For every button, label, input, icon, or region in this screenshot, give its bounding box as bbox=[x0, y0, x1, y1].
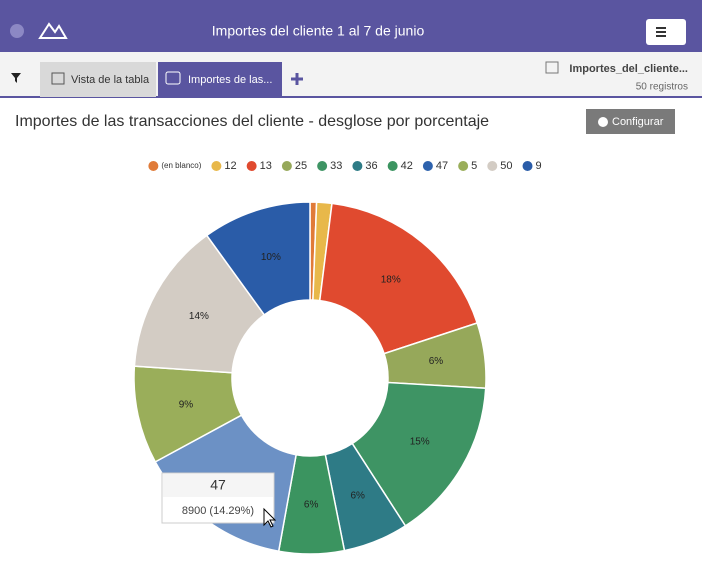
add-tab[interactable] bbox=[291, 73, 303, 85]
slice-label: 6% bbox=[429, 356, 444, 367]
tooltip-title: 47 bbox=[210, 477, 226, 493]
legend-label: 9 bbox=[536, 160, 542, 172]
source-name: Importes_del_cliente... bbox=[569, 63, 688, 75]
chart-title: Importes de las transacciones del client… bbox=[15, 113, 489, 130]
legend-swatch bbox=[281, 161, 292, 171]
legend-label: 42 bbox=[401, 160, 413, 172]
legend-swatch bbox=[387, 161, 398, 171]
legend-item: (en blanco) bbox=[148, 161, 202, 171]
legend-swatch bbox=[422, 161, 433, 171]
legend-label: 12 bbox=[224, 160, 236, 172]
legend-label: 50 bbox=[500, 160, 512, 172]
configure-label: Configurar bbox=[612, 116, 664, 128]
tooltip-head bbox=[163, 474, 273, 497]
header-title: Importes del cliente 1 al 7 de junio bbox=[212, 23, 425, 39]
tab-active[interactable] bbox=[158, 62, 282, 97]
legend-label: 33 bbox=[330, 160, 342, 172]
legend-label: 47 bbox=[436, 160, 448, 172]
slice-label: 10% bbox=[261, 252, 281, 263]
table-icon bbox=[51, 72, 65, 85]
slice-label: 6% bbox=[350, 490, 365, 501]
back-button[interactable] bbox=[10, 24, 24, 38]
slice-label: 15% bbox=[410, 437, 430, 448]
legend-item: 13 bbox=[246, 160, 272, 172]
slice-label: 9% bbox=[179, 400, 194, 411]
legend-swatch bbox=[522, 161, 533, 171]
slice-label: 6% bbox=[304, 500, 319, 511]
gear-icon bbox=[598, 117, 608, 127]
tab-label: Vista de la tabla bbox=[71, 74, 150, 86]
header-bar bbox=[0, 0, 702, 52]
filter-icon[interactable] bbox=[11, 73, 21, 83]
legend-item: 42 bbox=[387, 160, 413, 172]
legend-item: 50 bbox=[487, 160, 513, 172]
cursor bbox=[263, 507, 277, 528]
legend-label: (en blanco) bbox=[161, 161, 201, 170]
logo bbox=[38, 22, 68, 39]
donut-slice bbox=[205, 201, 311, 316]
legend: (en blanco) 12 13 25 33 36 42 47 5 50 9 bbox=[148, 160, 542, 172]
chart-icon bbox=[165, 71, 181, 85]
legend-item: 9 bbox=[522, 160, 542, 172]
legend-label: 5 bbox=[471, 160, 477, 172]
legend-item: 47 bbox=[422, 160, 448, 172]
source-icon bbox=[545, 61, 559, 74]
legend-swatch bbox=[487, 161, 498, 171]
legend-label: 25 bbox=[295, 160, 307, 172]
legend-swatch bbox=[211, 161, 222, 171]
legend-swatch bbox=[352, 161, 363, 171]
legend-swatch bbox=[148, 161, 159, 171]
legend-label: 13 bbox=[260, 160, 272, 172]
legend-item: 25 bbox=[281, 160, 307, 172]
slice-label: 18% bbox=[381, 275, 401, 286]
legend-swatch bbox=[317, 161, 328, 171]
menu-icon bbox=[656, 27, 666, 37]
legend-item: 36 bbox=[352, 160, 378, 172]
legend-item: 12 bbox=[211, 160, 237, 172]
tab[interactable] bbox=[40, 62, 156, 97]
donut-slice bbox=[351, 381, 487, 527]
legend-swatch bbox=[458, 161, 469, 171]
tooltip-text: 8900 (14.29%) bbox=[182, 505, 254, 517]
tab-label: Importes de las... bbox=[188, 74, 272, 86]
legend-swatch bbox=[246, 161, 257, 171]
tooltip: 47 8900 (14.29%) bbox=[161, 472, 277, 528]
legend-label: 36 bbox=[365, 160, 377, 172]
record-count: 50 registros bbox=[636, 82, 688, 93]
legend-item: 5 bbox=[458, 160, 477, 172]
donut-slice bbox=[318, 202, 479, 355]
slice-label: 14% bbox=[189, 311, 209, 322]
legend-item: 33 bbox=[317, 160, 342, 172]
